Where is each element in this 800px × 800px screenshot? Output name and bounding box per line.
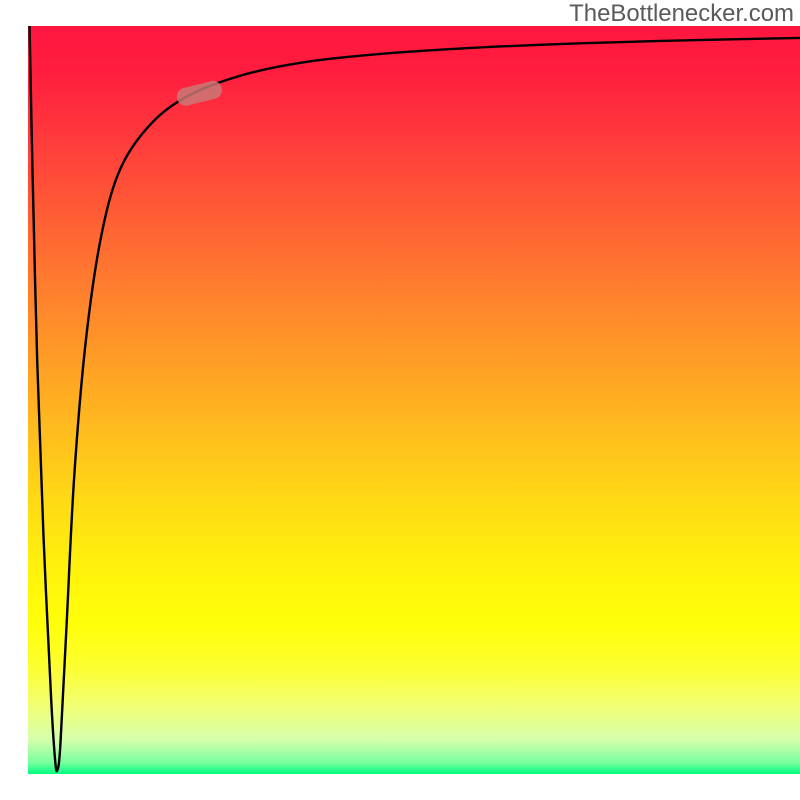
curve-marker: [175, 79, 224, 108]
attribution-watermark: TheBottlenecker.com: [569, 0, 794, 28]
bottleneck-curve: [30, 26, 800, 771]
curve-overlay: [28, 26, 800, 774]
plot-area: [28, 26, 800, 774]
chart-root: TheBottlenecker.com: [0, 0, 800, 800]
